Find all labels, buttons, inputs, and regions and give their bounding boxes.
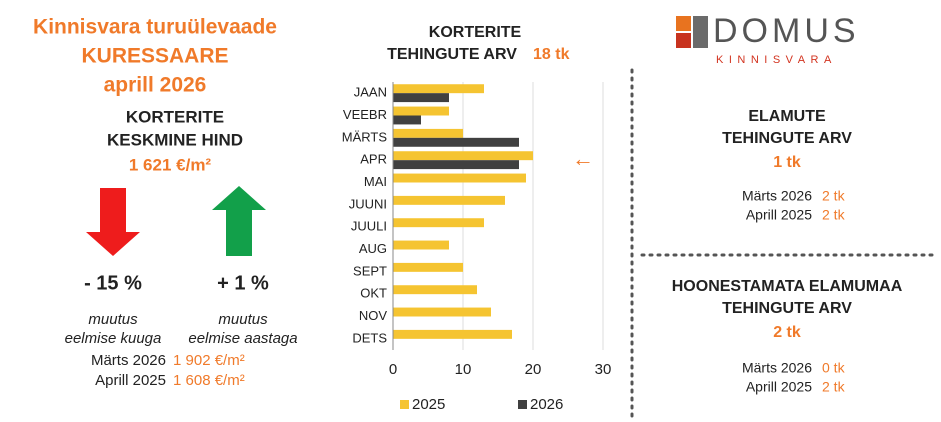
history-value: 1 902 €/m² [173,352,245,369]
price-value: 1 621 €/m² [129,155,212,174]
y-tick-label: VEEBR [343,107,387,122]
bar [393,329,512,339]
bar [393,307,491,317]
logo-sub: KINNISVARA [716,54,837,66]
history-value: 1 608 €/m² [173,372,245,389]
panel-value: 1 tk [773,154,801,171]
change-label: eelmise aastaga [188,330,297,347]
change-value: - 15 % [84,272,142,294]
price-title: KORTERITE [126,107,224,126]
bar [393,137,519,147]
y-tick-label: APR [360,152,387,167]
logo-square [676,16,691,31]
change-label: muutus [218,311,268,328]
panel-row-value: 2 tk [822,188,846,204]
y-tick-label: SEPT [353,263,387,278]
bar [393,106,449,116]
bar [393,84,484,94]
y-tick-label: JAAN [354,85,387,100]
panel-period: Aprill 2025 [746,207,812,223]
panel-title: TEHINGUTE ARV [722,130,852,147]
bar [393,128,463,138]
chart-title: KORTERITE [429,24,522,41]
y-tick-label: JUUNI [349,196,387,211]
x-tick-label: 30 [595,361,612,378]
change-value: + 1 % [217,272,269,294]
legend-swatch [400,400,409,409]
change-label: muutus [88,311,138,328]
bar-chart: 0 10 20 30 JAAN VEEBR MÄRTS APR MAI JUUNI JUULI AUG… [342,82,612,413]
chart-title: TEHINGUTE ARV [387,46,517,63]
bar [393,262,463,272]
panel-title: TEHINGUTE ARV [722,300,852,317]
y-tick-label: OKT [360,286,387,301]
y-tick-label: JUULI [351,219,387,234]
legend-label: 2025 [412,396,445,413]
bar [393,218,484,228]
logo-square [676,33,691,48]
panel-title: ELAMUTE [748,108,826,125]
y-tick-label: MAI [364,174,387,189]
change-label: eelmise kuuga [65,330,162,347]
legend-swatch [518,400,527,409]
title-line: Kinnisvara turuülevaade [33,16,277,39]
chart-title-value: 18 tk [533,46,570,63]
panel-row-value: 0 tk [822,360,846,376]
bar [393,93,449,103]
logo: DOMUS KINNISVARA [676,12,860,66]
panel-period: Märts 2026 [742,360,812,376]
price-title: KESKMINE HIND [107,130,243,149]
bar [393,285,477,295]
panel-row-value: 2 tk [822,207,846,223]
legend-label: 2026 [530,396,563,413]
bar [393,160,519,170]
y-tick-label: NOV [359,308,388,323]
panel-title: HOONESTAMATA ELAMUMAA [672,278,903,295]
title-line: aprill 2026 [104,74,207,97]
history-period: Aprill 2025 [95,372,166,389]
x-tick-label: 10 [455,361,472,378]
panel-period: Märts 2026 [742,188,812,204]
panel-row-value: 2 tk [822,379,846,395]
y-tick-label: AUG [359,241,387,256]
panel-value: 2 tk [773,324,801,341]
title-line: KURESSAARE [81,45,228,68]
y-tick-label: DETS [352,330,387,345]
down-arrow [86,188,140,256]
y-tick-label: MÄRTS [342,129,388,144]
x-tick-label: 20 [525,361,542,378]
annotation: ← [572,146,594,171]
bar [393,195,505,205]
bar [393,151,533,161]
history-period: Märts 2026 [91,352,166,369]
logo-square [693,16,708,48]
bar [393,115,421,125]
panel-period: Aprill 2025 [746,379,812,395]
bar [393,240,449,250]
logo-name: DOMUS [713,12,860,50]
bar [393,173,526,183]
up-arrow [212,186,266,256]
x-tick-label: 0 [389,361,397,378]
